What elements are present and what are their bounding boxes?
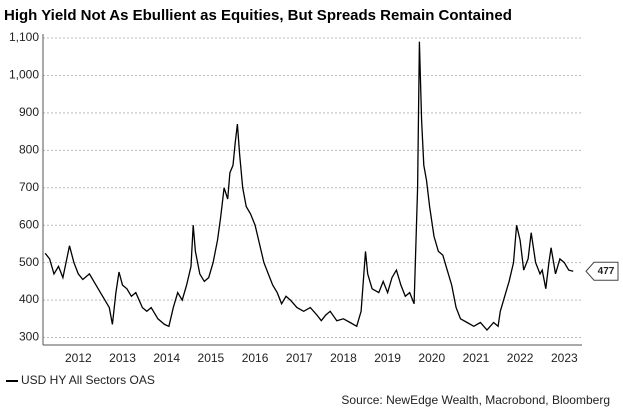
y-tick-label: 1,000 (9, 68, 39, 82)
x-tick-label: 2016 (242, 351, 269, 365)
x-tick-label: 2012 (65, 351, 92, 365)
x-tick-label: 2020 (418, 351, 445, 365)
x-tick-label: 2022 (507, 351, 534, 365)
y-tick-label: 800 (19, 142, 39, 156)
x-tick-label: 2021 (463, 351, 490, 365)
x-tick-label: 2023 (551, 351, 578, 365)
source-note: Source: NewEdge Wealth, Macrobond, Bloom… (341, 393, 610, 407)
x-tick-label: 2018 (330, 351, 357, 365)
y-tick-label: 700 (19, 180, 39, 194)
value-label: 477 (598, 266, 615, 277)
y-tick-label: 300 (19, 330, 39, 344)
x-tick-label: 2014 (153, 351, 180, 365)
y-tick-label: 1,100 (9, 30, 39, 44)
y-tick-label: 500 (19, 255, 39, 269)
value-callout (585, 261, 619, 281)
line-series (44, 41, 574, 331)
x-tick-label: 2015 (198, 351, 225, 365)
y-tick-label: 400 (19, 292, 39, 306)
x-tick-label: 2013 (109, 351, 136, 365)
y-tick-label: 600 (19, 217, 39, 231)
legend-label: USD HY All Sectors OAS (21, 373, 155, 387)
x-tick-label: 2017 (286, 351, 313, 365)
x-tick-label: 2019 (374, 351, 401, 365)
y-tick-label: 900 (19, 105, 39, 119)
chart-title: High Yield Not As Ebullient as Equities,… (4, 7, 512, 24)
